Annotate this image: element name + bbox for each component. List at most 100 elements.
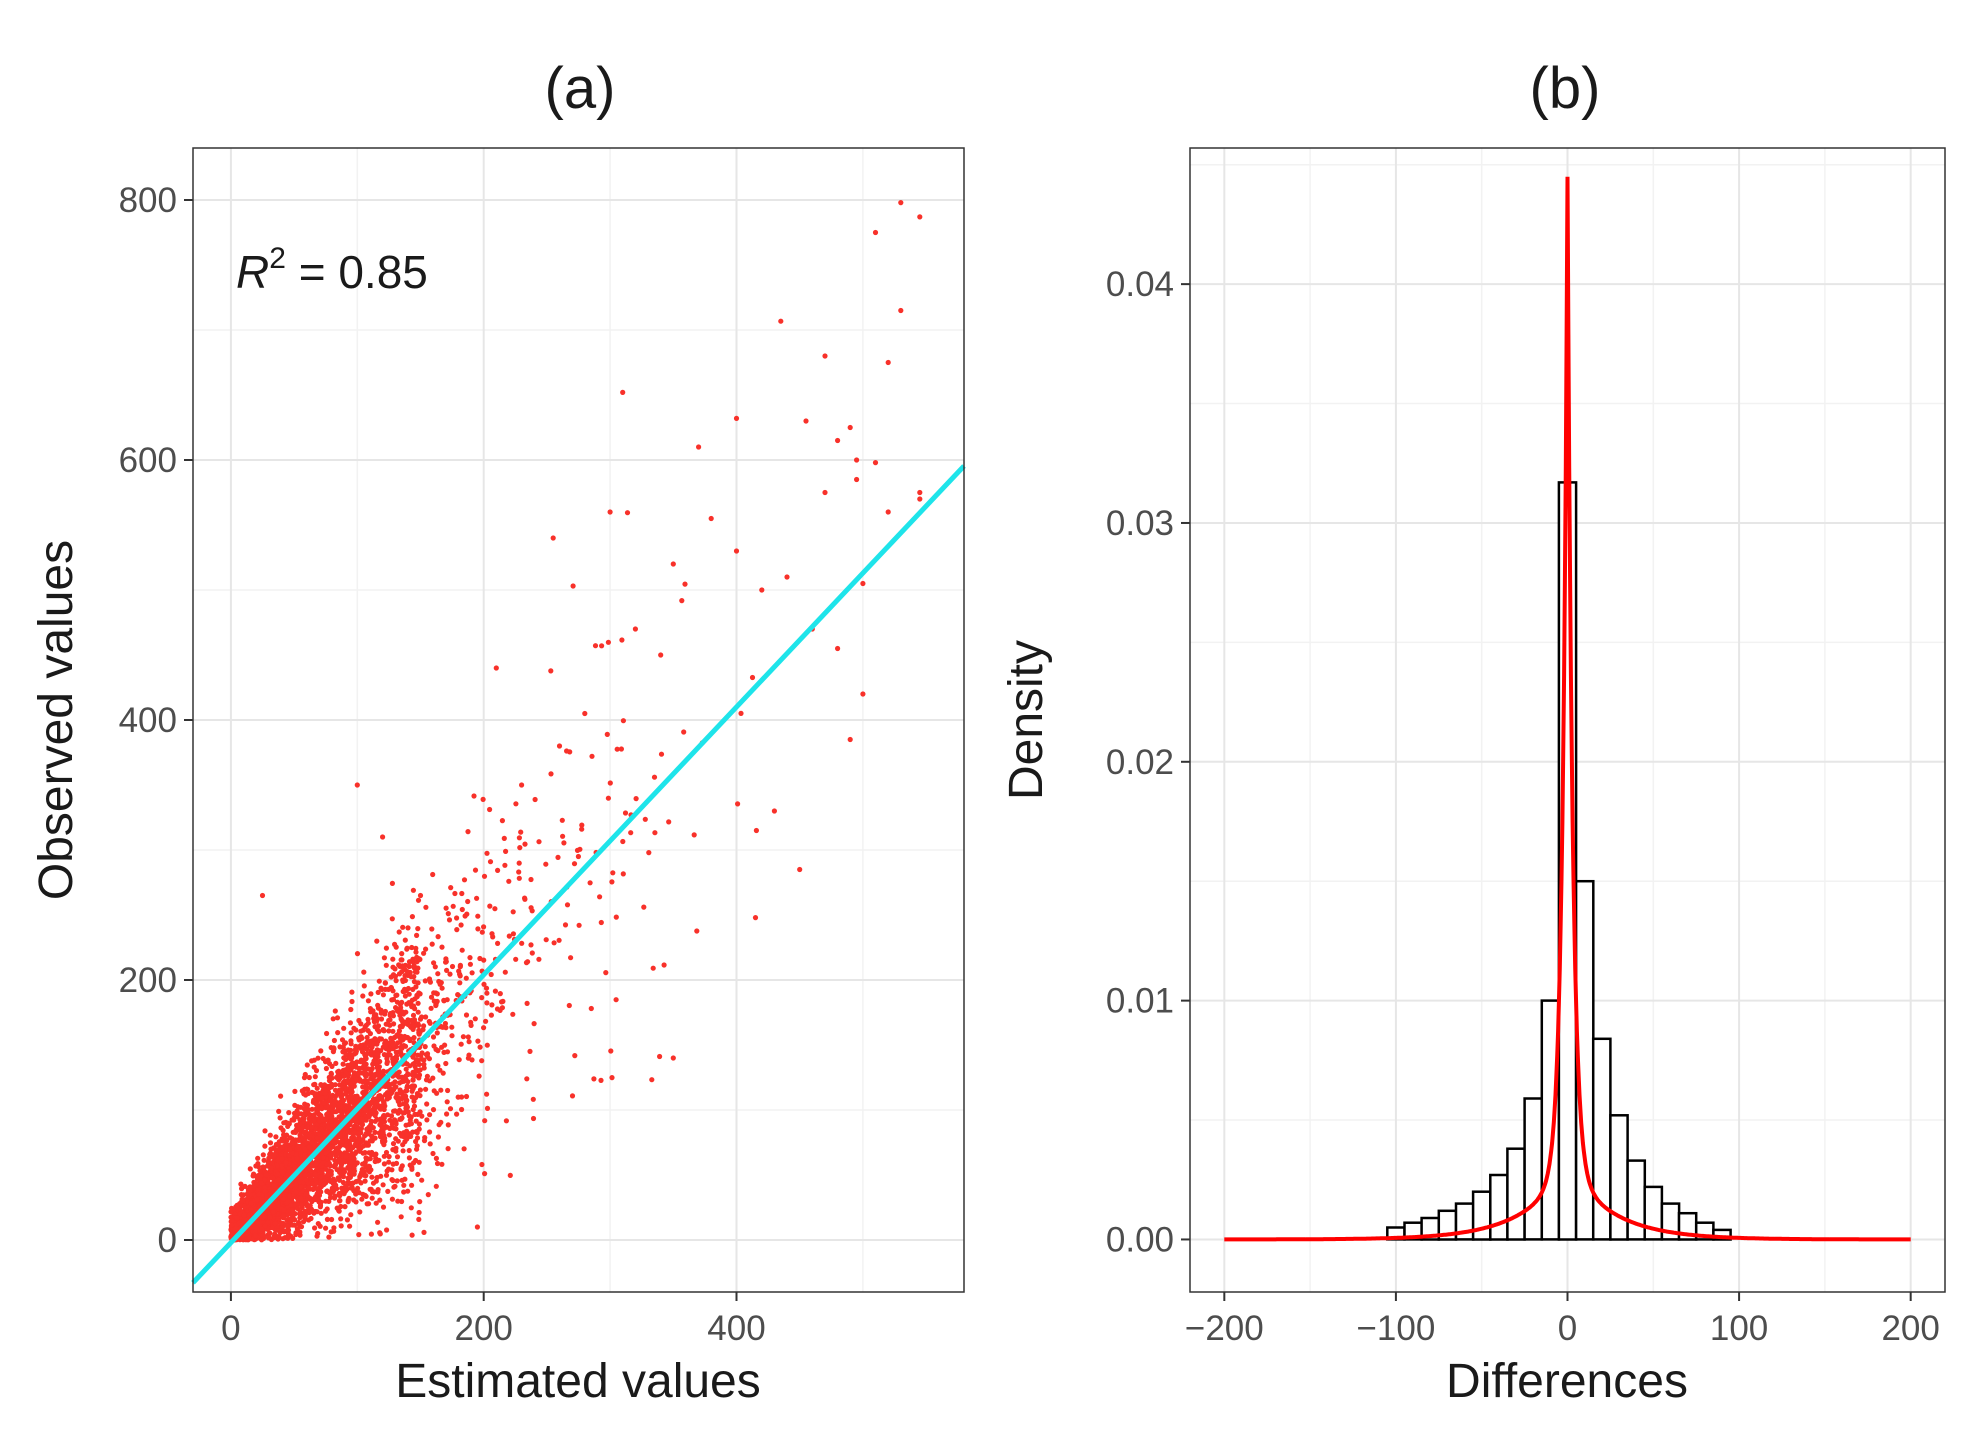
scatter-point bbox=[397, 1012, 403, 1018]
scatter-point bbox=[378, 1173, 384, 1179]
scatter-point bbox=[428, 1005, 434, 1011]
scatter-point bbox=[367, 1156, 373, 1162]
scatter-point bbox=[333, 1060, 339, 1066]
fit-line bbox=[191, 464, 966, 1285]
scatter-point bbox=[247, 1166, 253, 1172]
y-axis-ticks-b: 0.00 0.01 0.02 0.03 0.04 bbox=[1106, 265, 1190, 1259]
scatter-point bbox=[449, 1024, 455, 1030]
scatter-point bbox=[343, 1183, 349, 1189]
scatter-point bbox=[459, 1106, 465, 1113]
scatter-point bbox=[624, 510, 631, 516]
scatter-point bbox=[872, 460, 879, 466]
scatter-point bbox=[290, 1235, 296, 1241]
scatter-point bbox=[459, 906, 465, 913]
scatter-point bbox=[513, 956, 519, 962]
scatter-point bbox=[405, 925, 411, 931]
scatter-point bbox=[417, 1016, 424, 1022]
scatter-point bbox=[885, 359, 891, 366]
scatter-point bbox=[280, 1213, 286, 1219]
scatter-point bbox=[359, 1196, 365, 1202]
scatter-point bbox=[415, 1052, 421, 1058]
scatter-point bbox=[341, 1073, 347, 1079]
scatter-point bbox=[499, 999, 505, 1005]
scatter-point bbox=[293, 1189, 299, 1195]
scatter-point bbox=[917, 214, 923, 220]
scatter-point bbox=[430, 1034, 437, 1040]
scatter-point bbox=[434, 1030, 440, 1036]
scatter-point bbox=[409, 1094, 415, 1100]
scatter-point bbox=[348, 1038, 354, 1044]
scatter-point bbox=[603, 970, 609, 976]
scatter-point bbox=[589, 753, 595, 759]
scatter-point bbox=[380, 992, 386, 998]
scatter-point bbox=[416, 1061, 422, 1067]
scatter-point bbox=[255, 1161, 261, 1167]
scatter-point bbox=[351, 1025, 357, 1031]
scatter-point bbox=[854, 476, 860, 483]
scatter-point bbox=[327, 1194, 334, 1201]
scatter-point bbox=[334, 1074, 340, 1080]
scatter-point bbox=[311, 1112, 317, 1118]
scatter-point bbox=[426, 1018, 432, 1025]
histogram-bar bbox=[1523, 1097, 1544, 1241]
scatter-point bbox=[235, 1205, 241, 1211]
scatter-point bbox=[529, 950, 535, 956]
scatter-point bbox=[257, 1202, 263, 1208]
scatter-point bbox=[484, 1091, 490, 1097]
scatter-point bbox=[293, 1182, 299, 1188]
scatter-point bbox=[613, 997, 619, 1003]
scatter-point bbox=[248, 1200, 254, 1206]
scatter-point bbox=[371, 1078, 377, 1084]
scatter-point bbox=[822, 353, 828, 359]
y-tick-label: 0.03 bbox=[1106, 504, 1174, 543]
scatter-point bbox=[345, 1047, 351, 1053]
scatter-point bbox=[487, 903, 493, 909]
scatter-point bbox=[380, 1106, 386, 1112]
scatter-point bbox=[566, 1002, 572, 1009]
scatter-point bbox=[368, 1100, 374, 1106]
scatter-point bbox=[382, 980, 388, 986]
scatter-point bbox=[402, 1020, 408, 1026]
scatter-point bbox=[609, 879, 615, 885]
scatter-point bbox=[351, 1130, 357, 1136]
scatter-point bbox=[374, 938, 380, 944]
scatter-point bbox=[330, 1176, 336, 1182]
scatter-point bbox=[413, 1129, 419, 1135]
scatter-point bbox=[390, 1042, 396, 1048]
scatter-point bbox=[238, 1181, 244, 1187]
scatter-point bbox=[366, 1163, 372, 1169]
scatter-point bbox=[652, 830, 658, 836]
scatter-point bbox=[379, 986, 385, 993]
scatter-point bbox=[591, 1076, 597, 1082]
scatter-point bbox=[397, 1080, 403, 1086]
scatter-point bbox=[332, 1087, 339, 1093]
scatter-point bbox=[380, 1136, 387, 1142]
scatter-point bbox=[575, 853, 582, 860]
scatter-point bbox=[411, 1035, 417, 1041]
scatter-point bbox=[579, 826, 585, 832]
scatter-point bbox=[273, 1233, 280, 1239]
scatter-point bbox=[306, 1217, 312, 1223]
scatter-point bbox=[386, 1047, 392, 1053]
scatter-point bbox=[300, 1219, 307, 1225]
scatter-point bbox=[389, 880, 395, 887]
scatter-point bbox=[402, 937, 408, 943]
scatter-point bbox=[372, 1112, 378, 1119]
scatter-point bbox=[416, 1209, 422, 1216]
scatter-point bbox=[386, 1085, 392, 1091]
scatter-point bbox=[334, 1205, 340, 1211]
scatter-point bbox=[340, 1061, 346, 1067]
scatter-point bbox=[358, 1042, 364, 1049]
scatter-point bbox=[399, 969, 405, 975]
scatter-point bbox=[368, 1068, 374, 1074]
scatter-point bbox=[430, 1107, 437, 1113]
scatter-point bbox=[412, 1111, 418, 1117]
scatter-point bbox=[362, 1178, 368, 1184]
x-tick-label: 0 bbox=[1558, 1309, 1577, 1348]
scatter-point bbox=[239, 1186, 245, 1192]
scatter-point bbox=[523, 960, 530, 966]
density-curve-group bbox=[1224, 176, 1911, 1242]
scatter-point bbox=[426, 976, 433, 982]
scatter-point bbox=[377, 1231, 383, 1237]
scatter-point bbox=[419, 1113, 425, 1119]
